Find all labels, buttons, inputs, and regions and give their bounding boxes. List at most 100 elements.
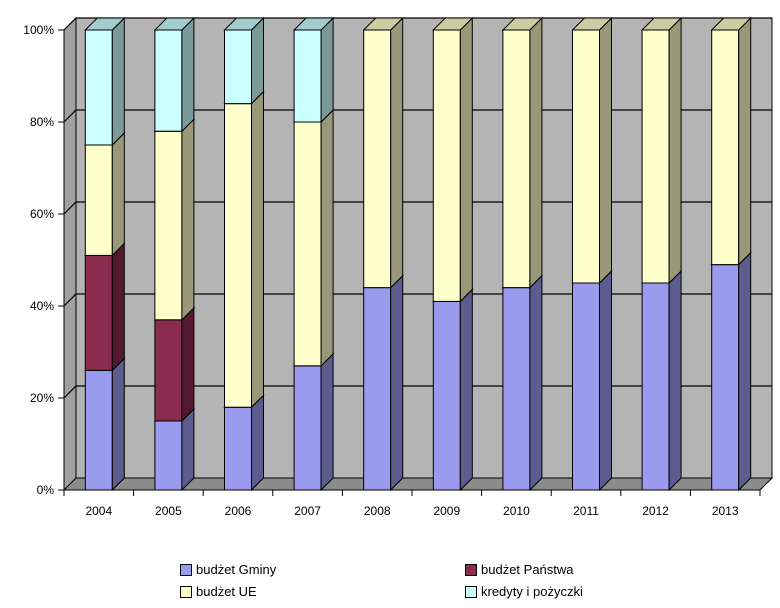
bar-side [181,407,195,492]
bar-front [293,121,322,367]
bar-segment [571,16,613,285]
legend-label: budżet UE [196,584,257,599]
bar-segment [432,288,474,492]
x-tick-label: 2011 [573,504,599,518]
x-tick-label: 2013 [712,504,739,518]
bars [84,16,752,492]
y-tick-label: 20% [30,391,54,405]
bar-top [432,17,474,31]
x-tick-label: 2005 [155,504,182,518]
bar-front [711,29,740,266]
bar-front [572,282,600,491]
bar-stack-2005 [153,16,196,492]
bar-front [224,406,252,491]
bar-side [738,16,752,266]
bar-side [181,117,195,322]
bar-side [111,16,125,147]
bar-front [572,29,600,284]
bar-front [224,29,252,105]
bar-segment [153,117,196,322]
bar-segment [362,16,404,289]
bar-segment [292,352,335,492]
bar-stack-2006 [223,16,265,492]
bar-segment [84,131,126,257]
legend-item-budzet-panstwa: budżet Państwa [465,562,574,577]
bar-segment [84,16,126,147]
bar-side [251,393,264,492]
y-tick-label: 0% [37,483,55,497]
x-tick-label: 2006 [225,504,252,518]
bar-segment [223,393,265,492]
y-tick-label: 60% [30,207,54,221]
y-tick-label: 100% [23,23,54,37]
x-tick-label: 2007 [294,504,321,518]
y-tick-label: 40% [30,299,54,313]
bar-segment [84,357,126,492]
bar-side [668,269,682,492]
y-tick-label: 80% [30,115,54,129]
bar-top [640,17,683,31]
bar-side [738,251,752,492]
bar-front [502,29,531,289]
bar-front [154,420,183,491]
bar-front [432,300,461,491]
bar-front [224,103,252,408]
legend: budżet Gminy budżet Państwa budżet UE kr… [180,560,700,604]
bar-side [529,274,543,492]
bar-top [223,17,265,31]
bar-front [84,254,113,371]
bar-front [363,287,392,491]
bar-segment [153,16,196,133]
legend-label: kredyty i pożyczki [481,584,583,599]
bar-side [459,288,473,492]
bar-front [154,130,183,321]
bar-side [320,16,334,124]
bar-segment [710,251,752,492]
x-axis-ticks: 2004 2005 2006 2007 2008 2009 2010 2011 2012 2013 [63,489,761,518]
bar-side [320,352,334,492]
bar-front [154,29,183,132]
bar-front [711,264,740,491]
x-tick-label: 2012 [642,504,669,518]
bar-segment [501,16,544,289]
bar-segment [292,16,335,124]
bar-stack-2004 [84,16,126,492]
bar-side [320,108,334,368]
bar-stack-2010 [501,16,544,492]
legend-swatch-kredyty-i-pozyczki [465,585,477,598]
bar-side [111,357,125,492]
bar-front [84,29,113,146]
bar-top [84,17,126,31]
legend-swatch-budzet-panstwa [465,563,477,576]
x-tick-label: 2010 [503,504,530,518]
bar-side [251,16,264,105]
bar-front [293,365,322,491]
bar-segment [640,16,683,285]
bar-front [502,287,531,491]
bar-side [111,242,125,372]
bar-top [292,17,335,31]
bar-top [501,17,544,31]
legend-swatch-budzet-ue [180,585,192,598]
bar-top [571,17,613,31]
bar-segment [223,16,265,105]
x-tick-label: 2004 [85,504,112,518]
bar-stack-2013 [710,16,752,492]
bar-front [293,29,322,123]
bar-side [599,16,612,285]
bar-side [390,274,404,492]
bar-segment [153,306,196,423]
bar-side [668,16,682,285]
legend-item-kredyty-i-pozyczki: kredyty i pożyczki [465,584,583,599]
bar-segment [223,90,265,409]
legend-item-budzet-gminy: budżet Gminy [180,562,276,577]
bar-stack-2009 [432,16,474,492]
bar-stack-2008 [362,16,404,492]
bar-top [710,17,752,31]
legend-item-budzet-ue: budżet UE [180,584,257,599]
bar-front [432,29,461,302]
legend-label: budżet Państwa [481,562,574,577]
legend-label: budżet Gminy [196,562,277,577]
bar-front [84,369,113,491]
